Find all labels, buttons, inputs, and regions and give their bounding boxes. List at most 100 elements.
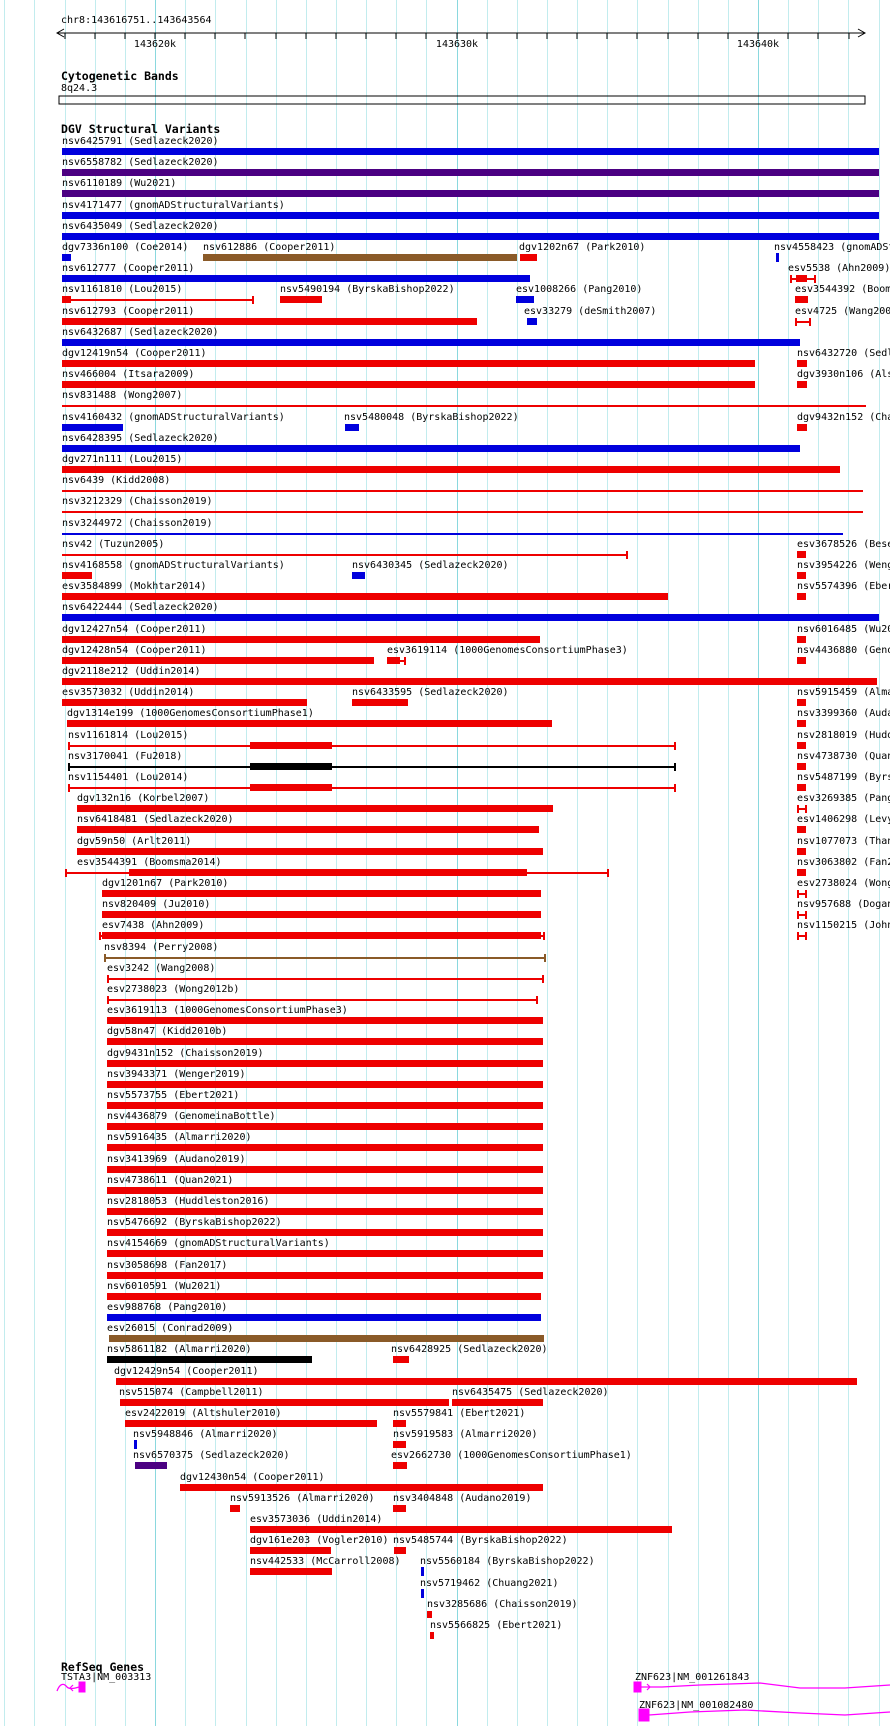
- variant-label[interactable]: esv3573032 (Uddin2014): [62, 687, 195, 698]
- variant-bar[interactable]: [107, 1017, 543, 1024]
- variant-box[interactable]: [797, 784, 806, 791]
- variant-label[interactable]: dgv9431n152 (Chaisson2019): [107, 1048, 264, 1059]
- variant-bar[interactable]: [107, 1123, 543, 1130]
- variant-label[interactable]: nsv5560184 (ByrskaBishop2022): [420, 1556, 595, 1567]
- variant-label[interactable]: esv4725 (Wang200: [795, 306, 890, 317]
- variant-label[interactable]: nsv3063802 (Fan2: [797, 857, 890, 868]
- variant-bar[interactable]: [102, 890, 541, 897]
- variant-box[interactable]: [797, 720, 806, 727]
- variant-label[interactable]: nsv4738730 (Quan: [797, 751, 890, 762]
- variant-box[interactable]: [427, 1611, 432, 1618]
- variant-bar[interactable]: [120, 1399, 449, 1406]
- variant-bar[interactable]: [109, 1335, 544, 1342]
- variant-whisker-line[interactable]: [62, 554, 627, 556]
- variant-label[interactable]: nsv612777 (Cooper2011): [62, 263, 195, 274]
- variant-bar[interactable]: [107, 1272, 543, 1279]
- variant-whisker-line[interactable]: [107, 999, 537, 1001]
- variant-box[interactable]: [797, 593, 806, 600]
- variant-box[interactable]: [62, 296, 71, 303]
- variant-label[interactable]: esv3573036 (Uddin2014): [250, 1514, 383, 1525]
- variant-label[interactable]: nsv2818053 (Huddleston2016): [107, 1196, 270, 1207]
- variant-label[interactable]: dgv271n111 (Lou2015): [62, 454, 183, 465]
- variant-label[interactable]: nsv6428925 (Sedlazeck2020): [391, 1344, 548, 1355]
- variant-line[interactable]: [62, 511, 863, 513]
- variant-bar[interactable]: [62, 381, 755, 388]
- variant-label[interactable]: nsv4160432 (gnomADStructuralVariants): [62, 412, 285, 423]
- variant-box[interactable]: [797, 572, 806, 579]
- variant-thick-segment[interactable]: [250, 763, 332, 770]
- variant-label[interactable]: esv3619113 (1000GenomesConsortiumPhase3): [107, 1005, 348, 1016]
- variant-label[interactable]: nsv5915459 (Alma: [797, 687, 890, 698]
- variant-label[interactable]: esv3544392 (Boom: [795, 284, 890, 295]
- variant-label[interactable]: nsv6010591 (Wu2021): [107, 1281, 222, 1292]
- variant-tick[interactable]: [421, 1567, 424, 1576]
- variant-label[interactable]: nsv515074 (Campbell2011): [119, 1387, 264, 1398]
- variant-label[interactable]: esv26015 (Conrad2009): [107, 1323, 234, 1334]
- variant-box[interactable]: [797, 869, 806, 876]
- variant-whisker-line[interactable]: [62, 299, 253, 301]
- variant-label[interactable]: nsv3954226 (Weng: [797, 560, 890, 571]
- variant-label[interactable]: esv7438 (Ahn2009): [102, 920, 205, 931]
- variant-bar[interactable]: [125, 1420, 377, 1427]
- variant-box[interactable]: [393, 1441, 406, 1448]
- variant-label[interactable]: nsv1150215 (John: [797, 920, 890, 931]
- variant-bar[interactable]: [107, 1166, 543, 1173]
- variant-bar[interactable]: [62, 678, 877, 685]
- variant-label[interactable]: nsv8394 (Perry2008): [104, 942, 219, 953]
- variant-box[interactable]: [797, 826, 806, 833]
- variant-label[interactable]: nsv4558423 (gnomADSt: [774, 242, 890, 253]
- variant-bar[interactable]: [62, 593, 668, 600]
- gene-label[interactable]: TSTA3|NM_003313: [61, 1672, 152, 1683]
- variant-bar[interactable]: [67, 720, 552, 727]
- variant-label[interactable]: nsv3170041 (Fu2018): [68, 751, 183, 762]
- variant-label[interactable]: esv2422019 (Altshuler2010): [125, 1408, 282, 1419]
- variant-label[interactable]: esv3678526 (Bese: [797, 539, 890, 550]
- variant-tick[interactable]: [776, 253, 779, 262]
- variant-label[interactable]: nsv5861182 (Almarri2020): [107, 1344, 252, 1355]
- variant-label[interactable]: nsv6570375 (Sedlazeck2020): [133, 1450, 290, 1461]
- variant-label[interactable]: nsv5579841 (Ebert2021): [393, 1408, 526, 1419]
- variant-thick-segment[interactable]: [102, 932, 541, 939]
- variant-bar[interactable]: [102, 911, 541, 918]
- variant-box[interactable]: [797, 551, 806, 558]
- variant-whisker-line[interactable]: [68, 787, 675, 789]
- variant-label[interactable]: esv5538 (Ahn2009): [788, 263, 890, 274]
- variant-label[interactable]: esv2738024 (Wong: [797, 878, 890, 889]
- variant-label[interactable]: dgv1314e199 (1000GenomesConsortiumPhase1…: [67, 708, 314, 719]
- variant-box[interactable]: [796, 275, 807, 282]
- variant-label[interactable]: nsv5948846 (Almarri2020): [133, 1429, 278, 1440]
- variant-bar[interactable]: [62, 169, 879, 176]
- variant-label[interactable]: esv3269385 (Pang: [797, 793, 890, 804]
- variant-label[interactable]: nsv3244972 (Chaisson2019): [62, 518, 213, 529]
- variant-label[interactable]: nsv5573755 (Ebert2021): [107, 1090, 240, 1101]
- variant-box[interactable]: [797, 763, 806, 770]
- variant-label[interactable]: nsv5485744 (ByrskaBishop2022): [393, 1535, 568, 1546]
- variant-label[interactable]: nsv3399360 (Auda: [797, 708, 890, 719]
- variant-whisker-line[interactable]: [797, 914, 806, 916]
- variant-bar[interactable]: [107, 1144, 543, 1151]
- variant-label[interactable]: dgv12430n54 (Cooper2011): [180, 1472, 325, 1483]
- variant-label[interactable]: esv1008266 (Pang2010): [516, 284, 643, 295]
- variant-label[interactable]: dgv12428n54 (Cooper2011): [62, 645, 207, 656]
- variant-bar[interactable]: [180, 1484, 543, 1491]
- variant-label[interactable]: dgv3930n106 (Als: [797, 369, 890, 380]
- variant-bar[interactable]: [77, 826, 539, 833]
- variant-label[interactable]: nsv612886 (Cooper2011): [203, 242, 336, 253]
- variant-label[interactable]: nsv4436879 (GenomeinaBottle): [107, 1111, 276, 1122]
- variant-thick-segment[interactable]: [250, 742, 332, 749]
- variant-label[interactable]: nsv5487199 (Byrs: [797, 772, 890, 783]
- variant-label[interactable]: nsv42 (Tuzun2005): [62, 539, 165, 550]
- variant-label[interactable]: dgv1202n67 (Park2010): [519, 242, 646, 253]
- variant-label[interactable]: nsv6016485 (Wu20: [797, 624, 890, 635]
- variant-whisker-line[interactable]: [797, 808, 806, 810]
- variant-whisker-line[interactable]: [68, 766, 675, 768]
- variant-whisker-line[interactable]: [795, 321, 810, 323]
- variant-bar[interactable]: [62, 275, 530, 282]
- variant-label[interactable]: dgv7336n100 (Coe2014): [62, 242, 189, 253]
- variant-box[interactable]: [430, 1632, 434, 1639]
- variant-label[interactable]: nsv6422444 (Sedlazeck2020): [62, 602, 219, 613]
- variant-box[interactable]: [62, 254, 71, 261]
- variant-box[interactable]: [797, 424, 807, 431]
- variant-bar[interactable]: [62, 636, 540, 643]
- variant-label[interactable]: nsv957688 (Dogan: [797, 899, 890, 910]
